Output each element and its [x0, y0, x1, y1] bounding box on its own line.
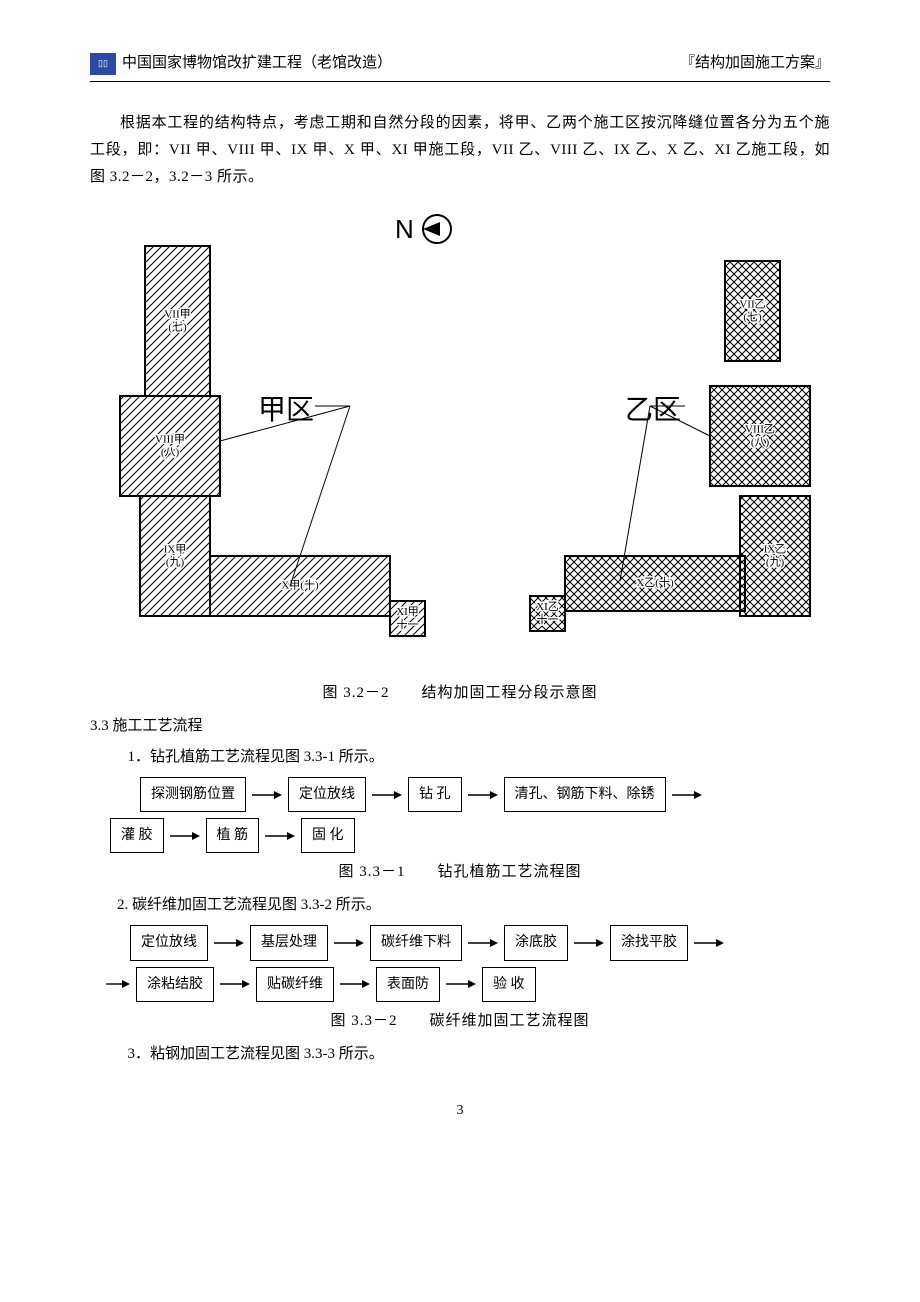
- flow-step: 植 筋: [206, 818, 260, 853]
- svg-text:(八): (八): [161, 447, 180, 459]
- svg-text:(九): (九): [766, 556, 785, 569]
- svg-text:VIII乙: VIII乙: [745, 423, 775, 436]
- flow-step: 贴碳纤维: [256, 967, 334, 1002]
- svg-text:X乙(十): X乙(十): [636, 575, 674, 589]
- flowchart-3-3-2: 定位放线 基层处理 碳纤维下料 涂底胶 涂找平胶涂粘结胶 贴碳纤维 表面防 验 收: [90, 925, 830, 1001]
- flow-step: 灌 胶: [110, 818, 164, 853]
- svg-text:十一: 十一: [537, 612, 559, 626]
- flowchart-3-3-1: 探测钢筋位置 定位放线 钻 孔 清孔、钢筋下料、除锈灌 胶 植 筋 固 化: [90, 777, 830, 853]
- flow-step: 清孔、钢筋下料、除锈: [504, 777, 666, 812]
- arrow-icon: [214, 935, 244, 951]
- flow-step: 碳纤维下料: [370, 925, 462, 960]
- svg-text:VIII甲: VIII甲: [155, 434, 185, 446]
- svg-text:VII乙: VII乙: [739, 298, 765, 311]
- flow-step: 验 收: [482, 967, 536, 1002]
- svg-text:VII甲: VII甲: [164, 309, 190, 321]
- header-left: ▯▯ 中国国家博物馆改扩建工程（老馆改造）: [90, 50, 392, 77]
- flow-step: 钻 孔: [408, 777, 462, 812]
- svg-text:(九): (九): [166, 556, 185, 569]
- arrow-icon: [170, 828, 200, 844]
- flow-step: 基层处理: [250, 925, 328, 960]
- intro-paragraph: 根据本工程的结构特点，考虑工期和自然分段的因素，将甲、乙两个施工区按沉降缝位置各…: [90, 110, 830, 191]
- flow-step: 涂底胶: [504, 925, 568, 960]
- svg-text:(七): (七): [168, 321, 187, 334]
- flow-step: 定位放线: [130, 925, 208, 960]
- header-title-right: 『结构加固施工方案』: [680, 50, 830, 77]
- figure-caption-3-2-2: 图 3.2－2 结构加固工程分段示意图: [90, 680, 830, 707]
- flow-step: 定位放线: [288, 777, 366, 812]
- logo-icon: ▯▯: [90, 53, 116, 75]
- arrow-icon: [468, 787, 498, 803]
- page-header: ▯▯ 中国国家博物馆改扩建工程（老馆改造） 『结构加固施工方案』: [90, 50, 830, 82]
- svg-text:IX乙: IX乙: [764, 543, 787, 556]
- svg-text:XI乙: XI乙: [536, 600, 559, 613]
- svg-text:XI甲: XI甲: [396, 606, 419, 618]
- page-number: 3: [90, 1098, 830, 1123]
- section-3-3-title: 3.3 施工工艺流程: [90, 713, 830, 740]
- arrow-icon: [220, 976, 250, 992]
- flow-step: 表面防: [376, 967, 440, 1002]
- arrow-icon: [340, 976, 370, 992]
- flow-step: 涂找平胶: [610, 925, 688, 960]
- figure-caption-3-3-1: 图 3.3－1 钻孔植筋工艺流程图: [90, 859, 830, 886]
- arrow-icon: [265, 828, 295, 844]
- item-3-3-3: 3．粘钢加固工艺流程见图 3.3-3 所示。: [90, 1041, 830, 1068]
- flow-step: 涂粘结胶: [136, 967, 214, 1002]
- header-title-left: 中国国家博物馆改扩建工程（老馆改造）: [122, 50, 392, 77]
- segmentation-diagram: N 甲区 乙区 VII甲(七)VIII甲(八)IX甲(九)X甲(十)XI甲十一 …: [90, 206, 830, 676]
- svg-text:(七): (七): [743, 311, 762, 324]
- arrow-icon: [574, 935, 604, 951]
- svg-text:十一: 十一: [397, 617, 419, 631]
- arrow-icon: [372, 787, 402, 803]
- arrow-icon: [672, 787, 702, 803]
- item-3-3-1: 1．钻孔植筋工艺流程见图 3.3-1 所示。: [90, 744, 830, 771]
- svg-text:(八): (八): [751, 437, 770, 449]
- arrow-icon: [106, 976, 130, 992]
- arrow-icon: [252, 787, 282, 803]
- flow-step: 固 化: [301, 818, 355, 853]
- arrow-icon: [468, 935, 498, 951]
- arrow-icon: [694, 935, 724, 951]
- arrow-icon: [446, 976, 476, 992]
- item-3-3-2: 2. 碳纤维加固工艺流程见图 3.3-2 所示。: [90, 892, 830, 919]
- svg-text:IX甲: IX甲: [164, 544, 187, 556]
- figure-caption-3-3-2: 图 3.3－2 碳纤维加固工艺流程图: [90, 1008, 830, 1035]
- svg-text:X甲(十): X甲(十): [281, 578, 319, 592]
- arrow-icon: [334, 935, 364, 951]
- flow-step: 探测钢筋位置: [140, 777, 246, 812]
